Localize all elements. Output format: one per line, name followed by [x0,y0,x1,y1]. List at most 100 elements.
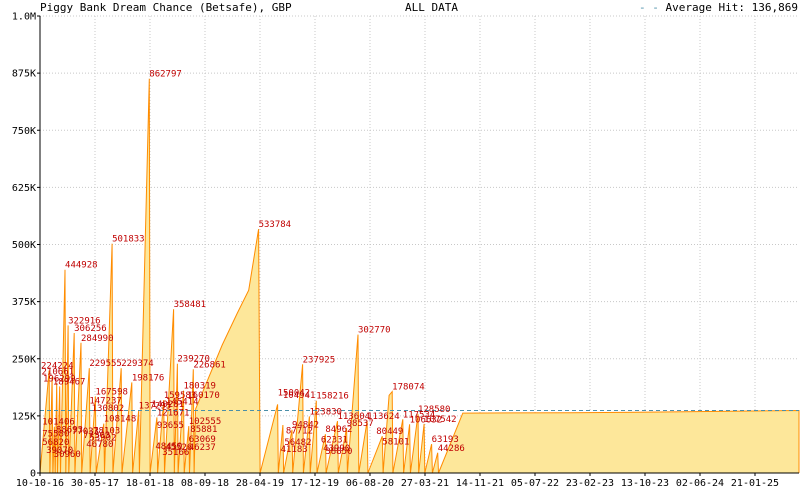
data-label: 78103 [93,427,120,437]
data-label: 130802 [92,404,125,414]
data-label: 104941 [283,391,316,401]
data-label: 444928 [65,261,98,271]
area-line [39,78,800,474]
y-tick-label: 375K [12,297,36,308]
data-label: 44286 [438,444,465,454]
data-label: 80449 [376,427,403,437]
y-tick-label: 0 [30,469,36,480]
data-label: 196299 [43,374,76,384]
x-tick-label: 18-01-18 [126,478,174,489]
x-tick-label: 05-07-22 [511,478,559,489]
y-tick-label: 625K [12,183,36,194]
area-series [39,78,800,474]
average-legend: - - Average Hit: 136,869 [639,1,798,14]
data-label: 284990 [81,334,114,344]
data-label: 198176 [132,373,165,383]
data-label: 46237 [189,443,216,453]
data-label: 84962 [325,425,352,435]
x-tick-label: 13-10-23 [621,478,669,489]
data-label: 48450 [155,442,182,452]
data-label: 150042 [278,389,311,399]
y-tick-label: 750K [12,126,36,137]
data-label: 93655 [157,421,184,431]
x-tick-label: 08-09-18 [181,478,229,489]
data-label: 107542 [424,415,457,425]
y-tick-label: 1.0M [12,12,36,23]
data-label: 533784 [259,220,292,230]
data-label: 102555 [189,417,222,427]
y-tick-label: 875K [12,69,36,80]
data-label: 30960 [54,450,81,460]
data-label: 94842 [292,421,319,431]
x-tick-label: 06-08-20 [346,478,394,489]
data-label: 45526 [165,443,192,453]
data-label: 98537 [347,419,374,429]
data-label: 178074 [392,383,425,393]
y-tick-label: 500K [12,240,36,251]
data-label: 43990 [323,444,350,454]
chart-subtitle: ALL DATA [405,1,458,14]
data-label: 501833 [112,235,145,245]
data-label: 53902 [89,433,116,443]
data-label: 140281 [152,400,185,410]
data-label: 322916 [68,316,101,326]
data-label: 56482 [284,438,311,448]
x-tick-label: 10-10-16 [16,478,64,489]
data-label: 56820 [42,438,69,448]
data-label: 113624 [367,412,400,422]
data-label: 210661 [42,368,75,378]
data-label: 128580 [418,405,451,415]
average-legend-line-icon: - - [639,1,666,14]
x-tick-label: 02-06-24 [676,478,724,489]
x-axis-ticks: 10-10-16 30-05-17 18-01-18 08-09-18 28-04-19… [16,473,779,489]
x-tick-label: 28-04-19 [236,478,284,489]
data-label: 63193 [432,435,459,445]
data-label: 39070 [46,446,73,456]
y-tick-label: 125K [12,411,36,422]
x-tick-label: 27-03-21 [401,478,449,489]
x-tick-label: 21-01-25 [731,478,779,489]
x-tick-label: 14-11-21 [456,478,504,489]
x-tick-label: 30-05-17 [71,478,119,489]
data-label: 302770 [358,326,391,336]
data-label: 85881 [190,425,217,435]
data-label: 147237 [89,397,122,407]
data-label: 160170 [187,391,220,401]
data-label: 224224 [41,362,74,372]
data-label: 167598 [95,387,128,397]
x-tick-label: 23-02-23 [566,478,614,489]
data-label: 77033 [72,427,99,437]
data-label: 145414 [166,398,199,408]
area-fill [40,78,799,473]
x-tick-label: 17-12-19 [291,478,339,489]
y-tick-label: 250K [12,354,36,365]
data-label: 46780 [86,440,113,450]
data-label: 77303 [83,431,110,441]
data-label: 159583 [164,391,197,401]
data-label: 117534 [403,410,436,420]
data-label: 226861 [193,360,226,370]
data-label: 75580 [42,429,69,439]
data-label: 62331 [321,436,348,446]
data-label: 41183 [281,445,308,455]
data-label: 101406 [42,418,75,428]
data-label: 229555 [89,359,122,369]
data-label: 108148 [104,415,137,425]
data-label: 88693 [56,426,83,436]
data-label: 158216 [316,392,349,402]
data-label: 358481 [174,300,207,310]
average-legend-label: Average Hit: 136,869 [665,1,798,14]
data-label: 113604 [338,412,371,422]
data-label: 106632 [410,415,443,425]
data-label: 58101 [382,437,409,447]
data-label: 137295 [139,401,172,411]
data-label: 189467 [53,377,86,387]
data-label: 38850 [325,447,352,457]
data-label: 121671 [157,408,190,418]
data-label: 237925 [303,355,336,365]
data-label: 862797 [149,70,182,80]
data-label: 229374 [121,359,154,369]
data-label: 123830 [309,407,342,417]
